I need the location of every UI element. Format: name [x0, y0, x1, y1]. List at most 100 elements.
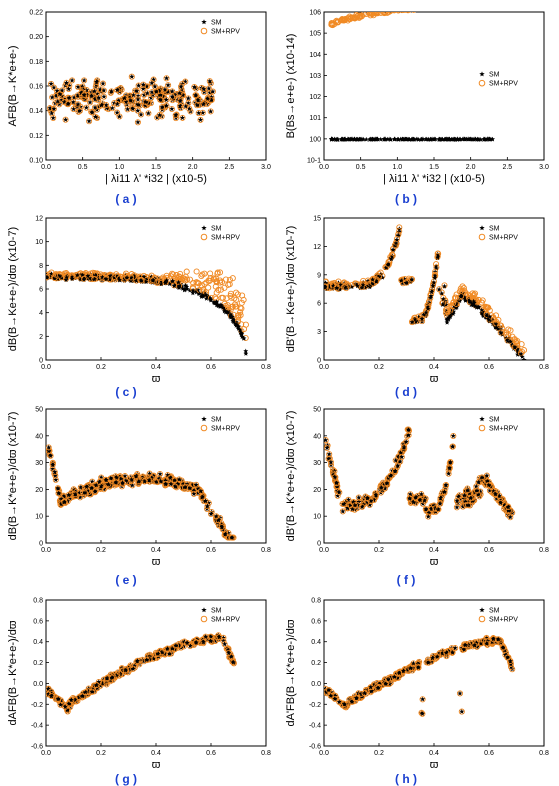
rpv-point: [386, 12, 393, 15]
sm-point: [428, 506, 434, 511]
x-tick-label: 0.0: [319, 547, 329, 554]
rpv-point: [384, 261, 392, 268]
x-tick-label: 0.4: [429, 364, 439, 371]
sm-point: [46, 448, 52, 454]
sm-point: [331, 694, 337, 700]
sm-point: [430, 283, 436, 289]
x-tick-label: 0.0: [319, 750, 329, 757]
sm-point: [158, 478, 164, 484]
x-axis-title: ϖ: [430, 556, 439, 568]
sm-point: [450, 311, 456, 316]
sm-point: [493, 491, 498, 497]
rpv-point: [227, 290, 234, 297]
sm-point: [221, 308, 227, 314]
y-tick-label: 0.8: [311, 598, 321, 605]
sm-point: [415, 661, 421, 666]
sm-point: [341, 136, 347, 142]
legend-rpv-label: SM+RPV: [211, 426, 240, 433]
rpv-point: [207, 275, 214, 282]
sm-point: [176, 285, 182, 290]
sm-point: [324, 285, 328, 290]
y-tick-label: 0.4: [311, 639, 321, 646]
sm-point: [505, 504, 511, 510]
sm-point: [103, 102, 109, 108]
sm-point: [471, 298, 477, 304]
rpv-point: [434, 253, 441, 260]
sm-point: [144, 90, 150, 96]
sm-point: [133, 473, 139, 479]
sm-point: [463, 488, 469, 493]
sm-point: [144, 276, 150, 281]
sm-point: [510, 342, 515, 347]
rpv-point: [442, 306, 450, 313]
rpv-point: [478, 299, 485, 306]
sm-point: [180, 286, 186, 291]
sm-point: [336, 489, 342, 495]
sm-point: [111, 100, 117, 106]
sm-point: [88, 485, 94, 491]
sm-point: [501, 502, 507, 507]
sm-point: [349, 699, 355, 704]
sm-point: [200, 293, 206, 299]
rpv-point: [483, 311, 490, 318]
rpv-point: [149, 277, 156, 284]
sm-point: [205, 636, 211, 642]
y-tick-label: 0.8: [33, 598, 43, 605]
sm-point: [86, 118, 92, 124]
sm-point: [241, 335, 247, 341]
rpv-point: [407, 6, 412, 11]
rpv-point: [481, 1, 486, 6]
y-tick-label: 30: [35, 460, 43, 467]
sm-point: [116, 98, 122, 103]
rpv-point: [436, 286, 443, 293]
sm-point: [398, 278, 404, 283]
rpv-point: [487, 0, 492, 5]
y-tick-label: 0.10: [29, 158, 43, 165]
sm-point: [157, 112, 162, 118]
sm-point: [392, 468, 398, 474]
rpv-point: [46, 274, 50, 281]
sm-point: [69, 77, 75, 83]
sm-point: [423, 313, 428, 318]
sm-point: [406, 432, 412, 438]
sm-point: [411, 660, 416, 666]
legend-rpv-marker: [200, 27, 208, 35]
sm-point: [84, 87, 90, 93]
rpv-point: [466, 1, 471, 6]
rpv-point: [207, 270, 214, 277]
rpv-point: [426, 3, 431, 8]
sm-point: [164, 103, 169, 108]
sm-point: [518, 351, 524, 357]
legend-sm-label: SM: [489, 417, 500, 424]
sm-point: [190, 290, 196, 296]
sm-point: [506, 508, 512, 513]
sm-point: [464, 136, 470, 142]
sm-point: [135, 658, 140, 663]
sm-point: [368, 684, 374, 690]
sm-point: [67, 495, 73, 501]
rpv-point: [443, 2, 448, 7]
panel-label: ( g ): [115, 772, 137, 786]
sm-point: [163, 97, 169, 102]
sm-point: [479, 474, 485, 480]
sm-point: [203, 292, 209, 298]
sm-point: [401, 447, 407, 452]
sm-point: [104, 675, 110, 681]
sm-point: [205, 96, 210, 101]
sm-point: [479, 307, 485, 313]
sm-point: [374, 136, 379, 142]
rpv-point: [219, 294, 226, 301]
sm-point: [156, 476, 162, 481]
sm-point: [99, 102, 105, 108]
rpv-point: [403, 438, 410, 445]
rpv-point: [409, 318, 416, 325]
sm-point: [175, 481, 181, 486]
sm-point: [143, 99, 149, 105]
rpv-point: [518, 341, 525, 348]
sm-point: [370, 277, 376, 282]
sm-point: [378, 136, 384, 142]
sm-point: [390, 247, 396, 252]
sm-point: [57, 91, 63, 97]
legend-sm-label: SM: [489, 608, 500, 615]
sm-point: [183, 283, 189, 289]
